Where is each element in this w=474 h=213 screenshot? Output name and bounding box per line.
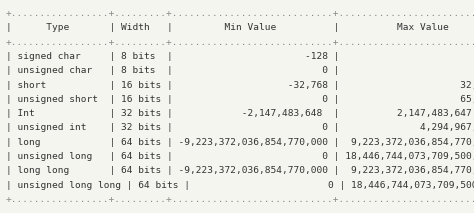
Text: | unsigned long long | 64 bits |                        0 | 18,446,744,073,709,5: | unsigned long long | 64 bits | 0 | 18,…	[6, 181, 474, 190]
Text: +.................+.........+............................+......................: +.................+.........+...........…	[6, 38, 474, 47]
Text: | unsigned char   | 8 bits  |                          0 |                      : | unsigned char | 8 bits | 0 |	[6, 66, 474, 75]
Text: | long long       | 64 bits | -9,223,372,036,854,770,000 |  9,223,372,036,854,77: | long long | 64 bits | -9,223,372,036,8…	[6, 166, 474, 175]
Text: +.................+.........+............................+......................: +.................+.........+...........…	[6, 195, 474, 204]
Text: | unsigned long   | 64 bits |                          0 | 18,446,744,073,709,50: | unsigned long | 64 bits | 0 | 18,446,7…	[6, 152, 474, 161]
Text: +.................+.........+............................+......................: +.................+.........+...........…	[6, 9, 474, 18]
Text: | short           | 16 bits |                    -32,768 |                     3: | short | 16 bits | -32,768 | 3	[6, 81, 474, 89]
Text: |      Type       | Width   |         Min Value          |          Max Value   : | Type | Width | Min Value | Max Value	[6, 23, 474, 32]
Text: | unsigned int    | 32 bits |                          0 |              4,294,96: | unsigned int | 32 bits | 0 | 4,294,96	[6, 124, 474, 132]
Text: | long            | 64 bits | -9,223,372,036,854,770,000 |  9,223,372,036,854,77: | long | 64 bits | -9,223,372,036,854,77…	[6, 138, 474, 147]
Text: | Int             | 32 bits |            -2,147,483,648  |          2,147,483,64: | Int | 32 bits | -2,147,483,648 | 2,147…	[6, 109, 474, 118]
Text: | unsigned short  | 16 bits |                          0 |                     6: | unsigned short | 16 bits | 0 | 6	[6, 95, 474, 104]
Text: | signed char     | 8 bits  |                       -128 |                      : | signed char | 8 bits | -128 |	[6, 52, 474, 61]
